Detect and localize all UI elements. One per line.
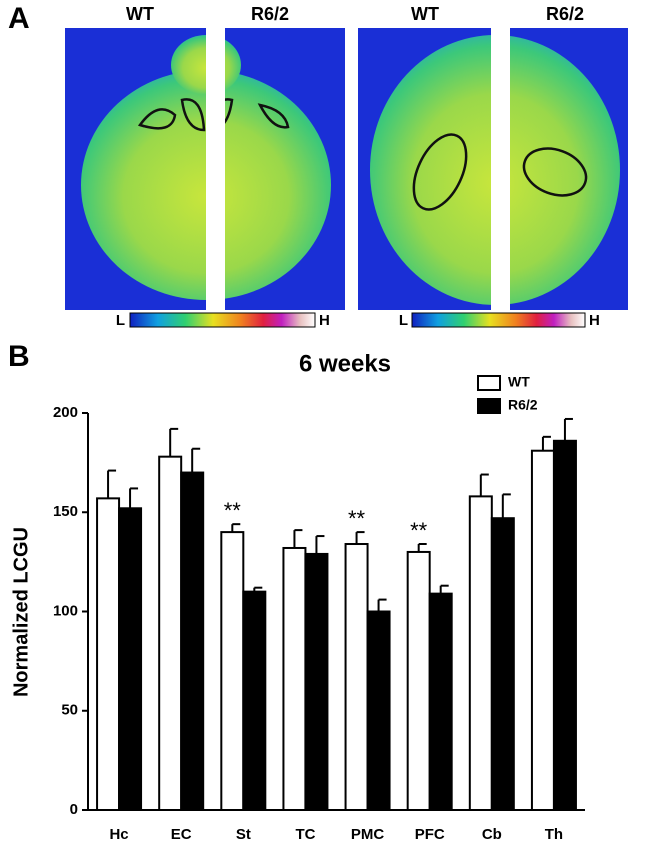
bar (282, 546, 307, 811)
bar (490, 517, 515, 812)
x-tick-label: PFC (415, 826, 445, 843)
scale-low: L (399, 312, 408, 329)
bar (406, 550, 431, 811)
y-tick-label: 100 (53, 602, 78, 619)
y-tick-label: 150 (53, 503, 78, 520)
y-axis-label: Normalized LCGU (10, 527, 32, 697)
divider (491, 25, 510, 315)
bar (552, 439, 577, 811)
scale-high: H (589, 312, 600, 329)
chart-title: 6 weeks (299, 350, 391, 377)
x-tick-label: Cb (482, 826, 502, 843)
panel-label: A (8, 2, 30, 35)
bar (344, 543, 369, 811)
divider (206, 25, 225, 315)
roi-outline (522, 147, 588, 197)
panel-label: B (8, 340, 30, 373)
bar (118, 507, 143, 811)
x-tick-label: St (236, 826, 251, 843)
panel-a-images (65, 25, 628, 328)
legend-swatch (477, 398, 501, 414)
significance: ** (410, 518, 428, 543)
bar (304, 552, 329, 811)
bar (530, 449, 555, 811)
significance: ** (348, 506, 366, 531)
color-scale (129, 312, 316, 328)
roi-outline (412, 133, 468, 211)
bar (158, 455, 183, 811)
color-scale (411, 312, 586, 328)
x-tick-label: Th (545, 826, 563, 843)
bar (242, 590, 267, 812)
x-tick-label: PMC (351, 826, 385, 843)
x-tick-label: EC (171, 826, 192, 843)
image-label: R6/2 (546, 4, 584, 24)
x-tick-label: Hc (109, 826, 128, 843)
image-label: R6/2 (251, 4, 289, 24)
x-tick-label: TC (295, 826, 315, 843)
bar (468, 495, 493, 811)
y-tick-label: 50 (61, 702, 78, 719)
image-label: WT (126, 4, 154, 24)
bar (428, 592, 453, 812)
y-tick-label: 0 (70, 801, 78, 818)
scale-high: H (319, 312, 330, 329)
significance: ** (224, 498, 242, 523)
bar (180, 471, 205, 811)
legend-label: R6/2 (508, 397, 538, 413)
legend-label: WT (508, 374, 530, 390)
bar (220, 531, 245, 811)
scale-low: L (116, 312, 125, 329)
legend-swatch (477, 375, 501, 391)
bar (96, 497, 121, 811)
roi-outline (137, 98, 290, 132)
bar (366, 610, 391, 811)
image-label: WT (411, 4, 439, 24)
y-tick-label: 200 (53, 404, 78, 421)
